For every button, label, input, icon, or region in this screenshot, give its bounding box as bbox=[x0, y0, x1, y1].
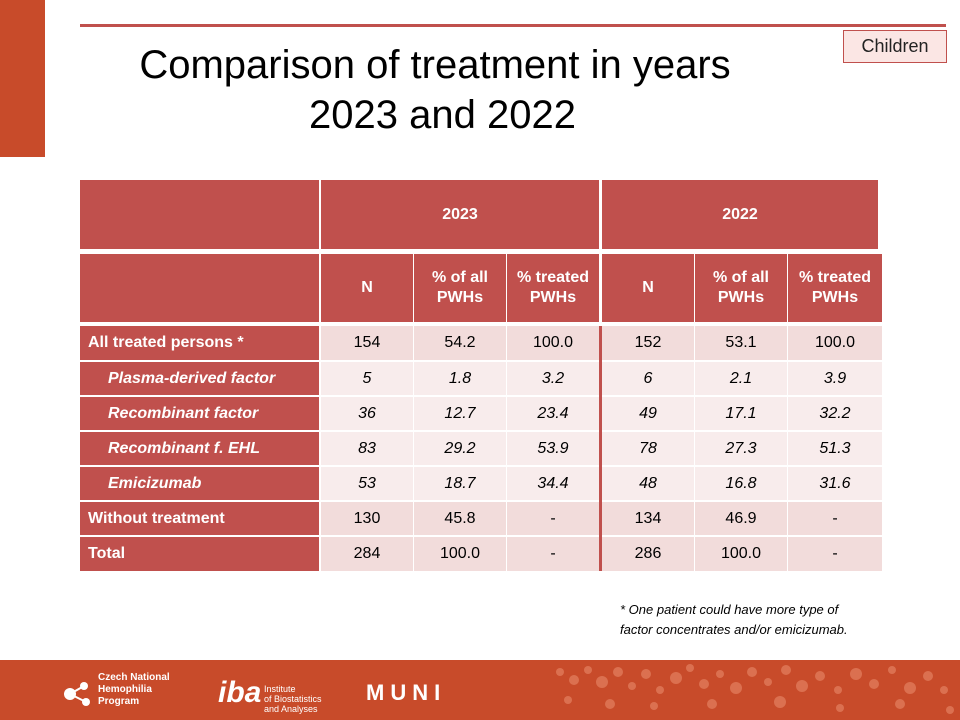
table-cell: 154 bbox=[321, 326, 413, 360]
table-cell: 83 bbox=[321, 432, 413, 465]
logo1-line2: Hemophilia bbox=[98, 684, 152, 695]
table-cell: 53.9 bbox=[507, 432, 599, 465]
network-icon bbox=[64, 682, 90, 706]
table-cell: 32.2 bbox=[788, 397, 882, 430]
iba-line1: Institute bbox=[264, 684, 296, 694]
table-cell: 12.7 bbox=[414, 397, 506, 430]
table-cell: 17.1 bbox=[695, 397, 787, 430]
table-cell: 45.8 bbox=[414, 502, 506, 535]
table-cell: 3.9 bbox=[788, 362, 882, 395]
iba-mark: iba bbox=[218, 676, 262, 709]
czech-hemophilia-logo: Czech National Hemophilia Program bbox=[62, 672, 182, 712]
accent-block bbox=[0, 0, 45, 157]
row-label: Recombinant factor bbox=[80, 397, 319, 430]
table-cell: - bbox=[788, 502, 882, 535]
table-cell: 27.3 bbox=[695, 432, 787, 465]
column-header: % treated PWHs bbox=[507, 254, 599, 322]
table-cell: 78 bbox=[602, 432, 694, 465]
logo1-line1: Czech National bbox=[98, 672, 170, 683]
table-cell: 134 bbox=[602, 502, 694, 535]
table-cell: 152 bbox=[602, 326, 694, 360]
table-cell: 100.0 bbox=[414, 537, 506, 571]
year-separator bbox=[599, 326, 602, 571]
table-cell: 3.2 bbox=[507, 362, 599, 395]
year-header: 2022 bbox=[602, 180, 878, 249]
table-cell: 36 bbox=[321, 397, 413, 430]
table-cell: 130 bbox=[321, 502, 413, 535]
row-label: All treated persons * bbox=[80, 326, 319, 360]
table-cell: 53.1 bbox=[695, 326, 787, 360]
row-label: Without treatment bbox=[80, 502, 319, 535]
table-cell: 29.2 bbox=[414, 432, 506, 465]
column-header: N bbox=[321, 254, 413, 322]
footnote: * One patient could have more type of fa… bbox=[620, 600, 920, 640]
muni-logo: MUNI bbox=[366, 680, 447, 705]
year-header: 2023 bbox=[321, 180, 599, 249]
year-header-blank bbox=[80, 180, 319, 249]
table-cell: - bbox=[507, 502, 599, 535]
table-cell: 100.0 bbox=[695, 537, 787, 571]
table-cell: 100.0 bbox=[788, 326, 882, 360]
table-cell: 23.4 bbox=[507, 397, 599, 430]
iba-line2: of Biostatistics bbox=[264, 694, 322, 704]
footer-bar bbox=[0, 660, 960, 720]
iba-logo: iba Institute of Biostatistics and Analy… bbox=[218, 668, 338, 716]
title-line-1: Comparison of treatment in years bbox=[139, 43, 731, 87]
subheader-blank bbox=[80, 254, 319, 322]
footnote-line-1: * One patient could have more type of bbox=[620, 602, 839, 617]
dot-pattern-decoration bbox=[556, 664, 954, 714]
table-cell: 53 bbox=[321, 467, 413, 500]
table-cell: 2.1 bbox=[695, 362, 787, 395]
column-header: % of all PWHs bbox=[414, 254, 506, 322]
iba-line3: and Analyses bbox=[264, 704, 318, 714]
top-rule bbox=[80, 24, 946, 27]
footnote-line-2: factor concentrates and/or emicizumab. bbox=[620, 622, 848, 637]
column-header: % treated PWHs bbox=[788, 254, 882, 322]
table-cell: 100.0 bbox=[507, 326, 599, 360]
table-cell: 51.3 bbox=[788, 432, 882, 465]
table-cell: 6 bbox=[602, 362, 694, 395]
table-cell: 46.9 bbox=[695, 502, 787, 535]
row-label: Emicizumab bbox=[80, 467, 319, 500]
table-cell: 54.2 bbox=[414, 326, 506, 360]
table-cell: 34.4 bbox=[507, 467, 599, 500]
table-cell: - bbox=[788, 537, 882, 571]
logo1-line3: Program bbox=[98, 696, 140, 707]
table-cell: 1.8 bbox=[414, 362, 506, 395]
table-cell: 18.7 bbox=[414, 467, 506, 500]
table-cell: 284 bbox=[321, 537, 413, 571]
slide-title: Comparison of treatment in years 2023 an… bbox=[60, 40, 810, 140]
table-cell: 49 bbox=[602, 397, 694, 430]
table-cell: 31.6 bbox=[788, 467, 882, 500]
row-label: Plasma-derived factor bbox=[80, 362, 319, 395]
table-cell: - bbox=[507, 537, 599, 571]
title-line-2: 2023 and 2022 bbox=[309, 93, 576, 137]
table-cell: 48 bbox=[602, 467, 694, 500]
table-cell: 286 bbox=[602, 537, 694, 571]
row-label: Total bbox=[80, 537, 319, 571]
row-label: Recombinant f. EHL bbox=[80, 432, 319, 465]
table-cell: 16.8 bbox=[695, 467, 787, 500]
column-header: N bbox=[602, 254, 694, 322]
table-cell: 5 bbox=[321, 362, 413, 395]
column-header: % of all PWHs bbox=[695, 254, 787, 322]
children-badge: Children bbox=[843, 30, 947, 63]
